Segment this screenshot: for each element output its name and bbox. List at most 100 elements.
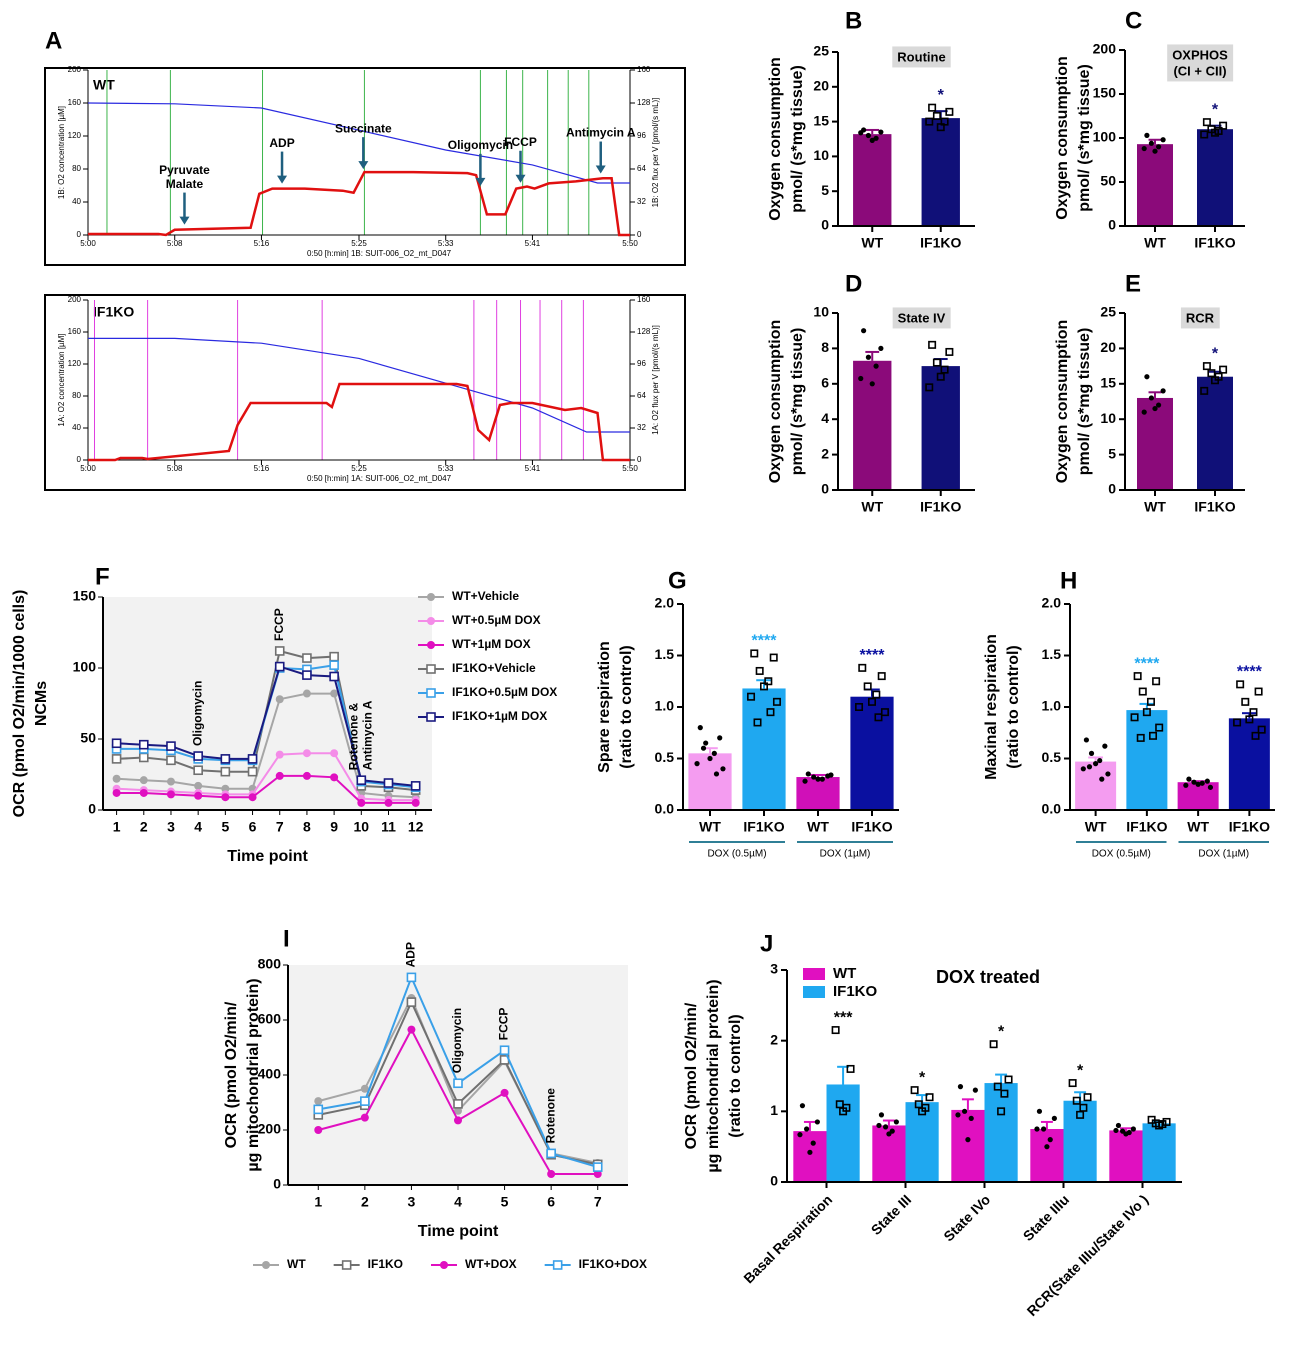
- point-marker: [314, 1126, 323, 1134]
- annotation-arrowhead: [358, 161, 369, 170]
- point-marker: [1160, 137, 1166, 143]
- point-marker: [1036, 1108, 1043, 1114]
- point-marker: [811, 774, 817, 780]
- point-marker: [194, 781, 203, 790]
- point-marker: [1155, 1121, 1164, 1130]
- point-marker: [1088, 750, 1095, 756]
- y-axis-label: Oxygen consumption: [1054, 56, 1071, 220]
- point-marker: [194, 791, 203, 800]
- point-marker: [878, 345, 884, 351]
- x-tick-label: WT: [861, 499, 883, 515]
- annotation: Succinate: [335, 121, 392, 135]
- point-marker: [910, 1086, 919, 1095]
- bar: [984, 1083, 1018, 1182]
- x-tick-label: 5:25: [351, 239, 367, 248]
- point-marker: [965, 1137, 971, 1143]
- point-marker: [878, 129, 884, 135]
- point-marker: [815, 776, 821, 782]
- point-marker: [1257, 725, 1266, 734]
- y-axis-label: 1A: O2 concentration [µM]: [57, 333, 66, 426]
- point-marker: [945, 347, 954, 356]
- bar: [1109, 1130, 1143, 1182]
- point-marker: [918, 1107, 927, 1116]
- y-tick-label: 0: [821, 481, 829, 497]
- y-axis-label: OCR (pmol O2/min/: [223, 1001, 240, 1148]
- point-marker: [1160, 388, 1166, 394]
- y-axis-label: pmol/ (s*mg tissue): [789, 328, 806, 476]
- point-marker: [1211, 128, 1220, 137]
- x-tick-label: State III: [868, 1191, 915, 1238]
- point-marker: [1156, 402, 1162, 408]
- x-tick-label: 5:33: [438, 464, 454, 473]
- y-tick-label: 200: [68, 295, 82, 304]
- y-tick-label: 0: [1108, 481, 1116, 497]
- point-marker: [1051, 1115, 1057, 1121]
- annotation: Antimycin A: [360, 700, 374, 770]
- point-marker: [546, 1148, 556, 1159]
- y-tick-label: 200: [258, 1121, 282, 1137]
- y-tick-label: 1.0: [655, 698, 675, 714]
- point-marker: [858, 130, 864, 136]
- point-marker: [1149, 731, 1158, 740]
- x-tick-label: 5:08: [167, 464, 183, 473]
- y-axis-label: µg mitochondrial protein): [245, 978, 262, 1171]
- point-marker: [872, 690, 881, 699]
- y-tick-label: 0: [273, 1176, 281, 1192]
- y-tick-label: 15: [1100, 375, 1116, 391]
- y-tick-label: 800: [258, 956, 282, 972]
- x-tick-label: 5:33: [438, 239, 454, 248]
- point-marker: [112, 788, 121, 797]
- x-tick-label: Basal Respiration: [740, 1191, 835, 1286]
- x-tick-label: IF1KO: [1229, 819, 1270, 835]
- point-marker: [302, 689, 311, 698]
- annotation-arrowhead: [595, 165, 606, 174]
- point-marker: [1148, 395, 1154, 401]
- annotation-arrowhead: [475, 177, 486, 186]
- point-marker: [799, 1103, 806, 1109]
- y2-tick-label: 64: [637, 164, 646, 173]
- x-tick-label: WT: [1085, 819, 1107, 835]
- y-tick-label: 0.5: [1042, 749, 1062, 765]
- x-tick-label: 5:16: [254, 464, 270, 473]
- y-tick-label: 6: [821, 375, 829, 391]
- x-tick-label: 9: [330, 819, 338, 835]
- y-axis-label: (ratio to control): [618, 645, 635, 769]
- x-tick-label: 1: [113, 819, 121, 835]
- y-tick-label: 400: [258, 1066, 282, 1082]
- y-tick-label: 0.0: [1042, 801, 1062, 817]
- annotation-arrowhead: [515, 174, 526, 183]
- bar: [1197, 129, 1233, 226]
- y-axis-label: NCMs: [33, 681, 50, 726]
- point-marker: [360, 1084, 369, 1093]
- x-tick-label: 2: [140, 819, 148, 835]
- point-marker: [220, 754, 231, 764]
- point-marker: [138, 739, 149, 750]
- panel-letter: J: [760, 930, 773, 957]
- point-marker: [1105, 771, 1111, 777]
- legend-label: IF1KO+Vehicle: [452, 661, 536, 675]
- point-marker: [846, 1064, 855, 1073]
- point-marker: [1200, 386, 1209, 395]
- group-label: DOX (1µM): [820, 849, 871, 860]
- point-marker: [1130, 713, 1139, 722]
- y-tick-label: 200: [68, 65, 82, 74]
- point-marker: [1102, 743, 1108, 749]
- y-tick-label: 150: [73, 588, 97, 604]
- point-marker: [989, 1040, 998, 1049]
- trace-label: IF1KO: [93, 304, 134, 320]
- annotation: Rotenone: [543, 1088, 557, 1144]
- trace-label: WT: [93, 77, 115, 93]
- panel-letter: B: [845, 7, 862, 34]
- point-marker: [411, 798, 420, 807]
- title-box: OXPHOS(CI + CII): [1167, 44, 1234, 82]
- bar: [826, 1084, 860, 1182]
- point-marker: [1186, 776, 1192, 782]
- legend-label: WT+1µM DOX: [452, 637, 531, 651]
- bar: [1197, 376, 1233, 490]
- group-label: DOX (1µM): [1198, 849, 1249, 860]
- y-tick-label: 1.0: [1042, 698, 1062, 714]
- point-marker: [957, 1084, 964, 1090]
- title-box: State IV: [892, 307, 951, 329]
- panel-letter: A: [45, 27, 62, 54]
- point-marker: [1195, 781, 1201, 787]
